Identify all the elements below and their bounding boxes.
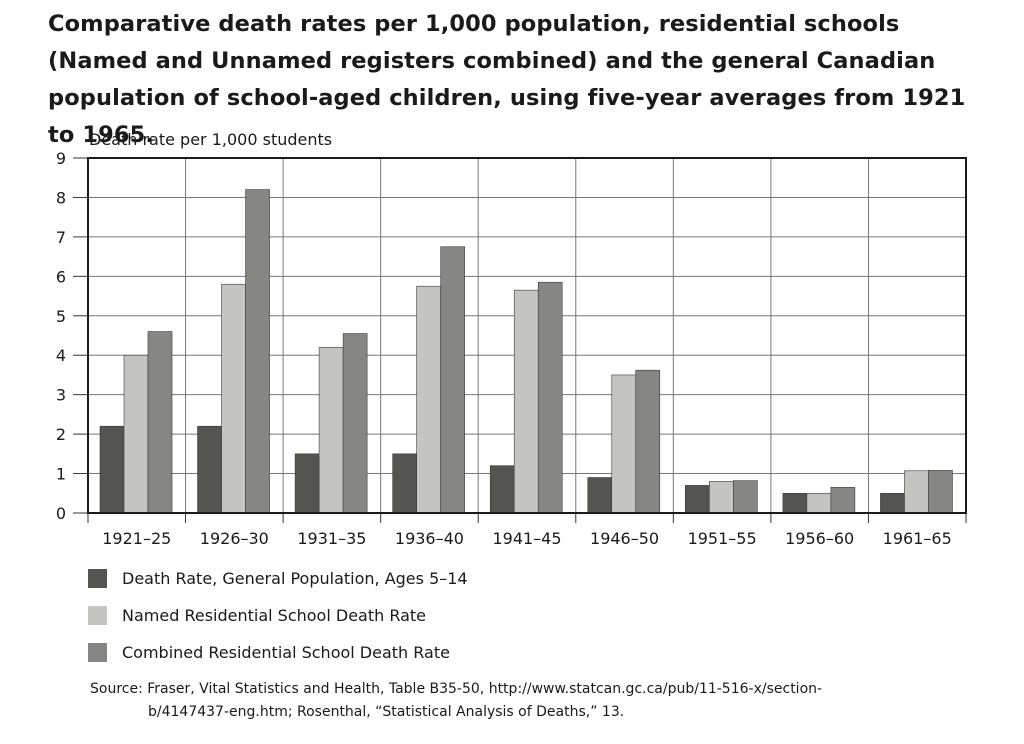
x-tick-label: 1941–45 (492, 529, 561, 548)
bar (245, 189, 270, 514)
bar (489, 465, 515, 514)
bar (782, 492, 808, 514)
axes: 0 1 2 3 4 5 6 7 8 9 1921–25 1926–30 1931–35 1936–40 19… (56, 149, 967, 548)
y-tick-label: 9 (56, 149, 66, 168)
y-tick-label: 8 (56, 188, 66, 207)
bar (221, 283, 246, 514)
y-tick-label: 0 (56, 504, 66, 523)
legend-item-general-population: Death Rate, General Population, Ages 5–1… (88, 560, 468, 597)
legend-swatch-general-population (88, 569, 107, 588)
x-tick-label: 1926–30 (200, 529, 269, 548)
source-note: Source: Fraser, Vital Statistics and Hea… (90, 678, 970, 724)
y-tick-label: 6 (56, 267, 66, 286)
source-line-1: Source: Fraser, Vital Statistics and Hea… (90, 681, 823, 697)
y-axis-label: Death rate per 1,000 students (89, 130, 332, 149)
bar (537, 281, 563, 514)
bar (904, 470, 929, 514)
legend: Death Rate, General Population, Ages 5–1… (88, 560, 468, 671)
x-tick-label: 1961–65 (883, 529, 952, 548)
bar (147, 331, 173, 514)
bar (733, 480, 758, 514)
bar (99, 425, 125, 514)
plot-frame (87, 157, 967, 514)
legend-label: Death Rate, General Population, Ages 5–1… (122, 569, 468, 588)
legend-swatch-combined-school (88, 643, 107, 662)
bar (416, 285, 441, 514)
legend-item-combined-school: Combined Residential School Death Rate (88, 634, 468, 671)
bar (294, 453, 320, 514)
y-tick-label: 4 (56, 346, 66, 365)
bar (928, 470, 953, 514)
bar (685, 485, 710, 514)
bars (99, 189, 953, 514)
bar (830, 487, 856, 514)
y-tick-label: 7 (56, 228, 66, 247)
bar (635, 369, 661, 514)
bar (392, 453, 417, 514)
bar (197, 425, 222, 514)
y-tick-label: 1 (56, 465, 66, 484)
bar-chart: Death rate per 1,000 students 0 1 2 3 4 5 6 7 8 9… (56, 130, 967, 548)
x-tick-label: 1936–40 (395, 529, 464, 548)
bar (318, 347, 344, 514)
bar (513, 289, 539, 514)
legend-swatch-named-school (88, 606, 107, 625)
legend-label: Combined Residential School Death Rate (122, 643, 450, 662)
bar (440, 246, 465, 514)
bar (880, 492, 905, 514)
source-line-2: b/4147437-eng.htm; Rosenthal, “Statistic… (148, 704, 625, 720)
bar (709, 481, 734, 514)
bar (342, 333, 368, 514)
y-tick-label: 5 (56, 307, 66, 326)
x-tick-label: 1956–60 (785, 529, 854, 548)
bar (611, 374, 637, 514)
x-tick-label: 1921–25 (102, 529, 171, 548)
y-tick-label: 2 (56, 425, 66, 444)
chart-title: Comparative death rates per 1,000 popula… (48, 11, 966, 148)
bar (587, 477, 613, 514)
legend-label: Named Residential School Death Rate (122, 606, 427, 625)
x-tick-label: 1931–35 (297, 529, 366, 548)
bar (123, 354, 149, 514)
bar (806, 492, 832, 514)
y-tick-label: 3 (56, 386, 66, 405)
x-tick-label: 1946–50 (590, 529, 659, 548)
legend-item-named-school: Named Residential School Death Rate (88, 597, 468, 634)
x-tick-label: 1951–55 (688, 529, 757, 548)
